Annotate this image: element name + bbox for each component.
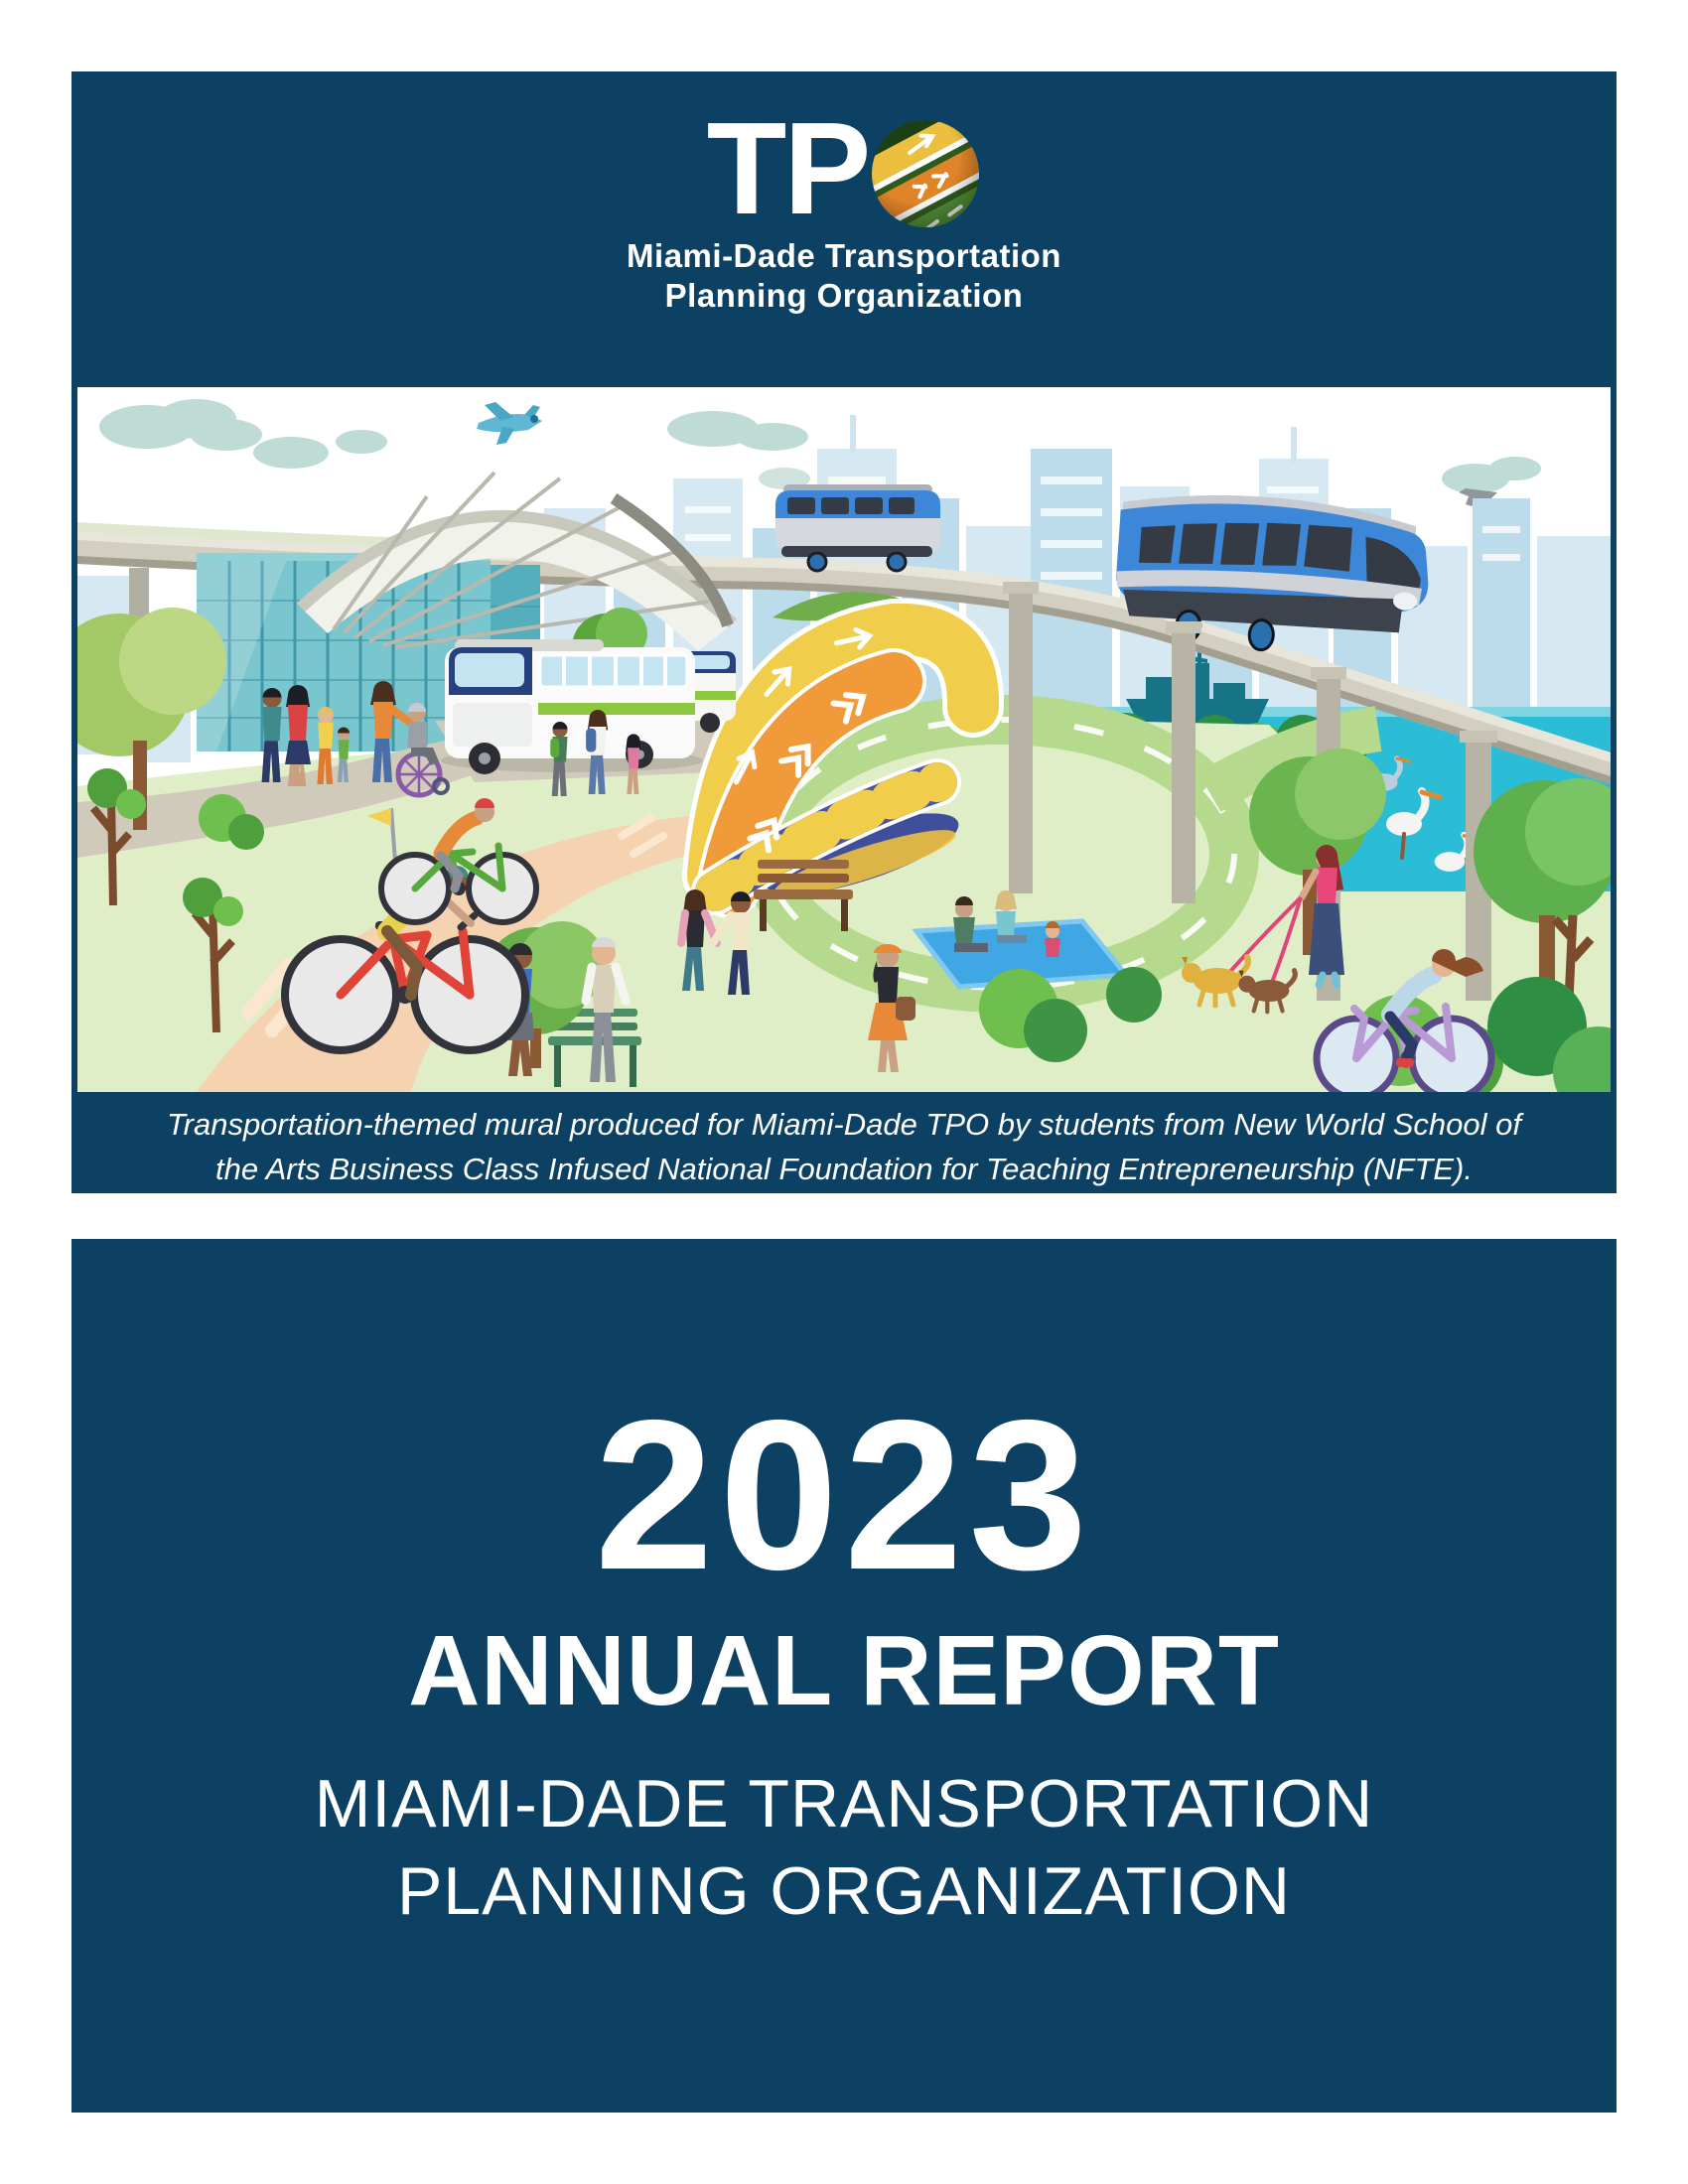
- title-panel: 2023 ANNUAL REPORT MIAMI-DADE TRANSPORTA…: [71, 1239, 1617, 2113]
- mural-illustration: [77, 387, 1611, 1092]
- dog-brown: [1238, 968, 1298, 1015]
- tpo-logo-wordmark: Miami-Dade Transportation Planning Organ…: [627, 236, 1061, 316]
- trees: [77, 608, 1611, 1092]
- bus-main: [441, 639, 703, 774]
- tpo-logo-letters: TP: [706, 95, 872, 241]
- tpo-logo-mark: TP: [706, 95, 982, 241]
- dog-walker: [1182, 845, 1344, 1015]
- station-canopy: [296, 471, 738, 651]
- cyclist-green-bike: [367, 798, 539, 925]
- header-panel: TP: [71, 71, 1617, 1193]
- wheelchair-user: [395, 703, 450, 798]
- tpo-logo-line2: Planning Organization: [664, 277, 1024, 314]
- airplane-silhouette-icon: [1459, 488, 1497, 506]
- organization-name-line1: MIAMI-DADE TRANSPORTATION: [314, 1766, 1374, 1842]
- organization-name: MIAMI-DADE TRANSPORTATION PLANNING ORGAN…: [315, 1760, 1373, 1935]
- monorail-train-small: [775, 484, 940, 573]
- report-year: 2023: [594, 1375, 1094, 1614]
- pedestrian-orange-skirt: [868, 944, 915, 1072]
- dog-yellow: [1182, 954, 1251, 1009]
- ribbon-sculpture: [682, 592, 1004, 918]
- mural-svg: [77, 387, 1611, 1092]
- pedestrian-elderly: [581, 937, 631, 1082]
- tpo-logo-line1: Miami-Dade Transportation: [627, 237, 1061, 274]
- monorail-train-large: [1116, 494, 1429, 652]
- tpo-globe-icon: [872, 120, 980, 227]
- cyclist-purple-bike: [1313, 949, 1495, 1092]
- pedestrians-station: [261, 681, 450, 798]
- clouds: [99, 399, 1541, 493]
- pedestrians-path: [550, 710, 641, 796]
- organization-name-line2: PLANNING ORGANIZATION: [396, 1853, 1292, 1929]
- mural-caption-line1: Transportation-themed mural produced for…: [167, 1107, 1521, 1142]
- airplane-icon: [477, 402, 542, 445]
- picnic-family: [912, 890, 1131, 990]
- pedestrians-couple: [677, 889, 751, 995]
- tpo-logo: TP: [71, 95, 1617, 316]
- mural-caption-line2: the Arts Business Class Infused National…: [215, 1152, 1473, 1186]
- report-title: ANNUAL REPORT: [408, 1615, 1280, 1726]
- park-bench-green: [548, 1009, 641, 1087]
- park-bench-wood: [754, 860, 853, 931]
- cyclist-red-bike: [281, 866, 529, 1054]
- mural-caption: Transportation-themed mural produced for…: [71, 1092, 1617, 1193]
